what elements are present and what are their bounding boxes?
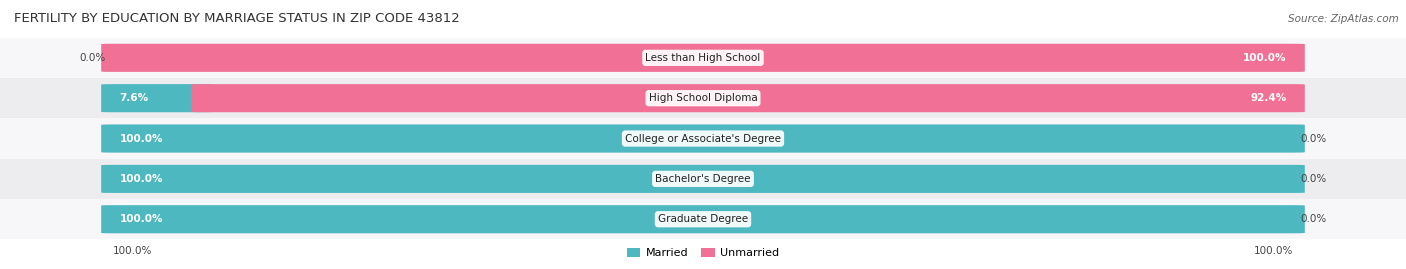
FancyBboxPatch shape — [101, 44, 1305, 72]
Text: 100.0%: 100.0% — [112, 246, 152, 256]
Text: College or Associate's Degree: College or Associate's Degree — [626, 133, 780, 144]
Text: 0.0%: 0.0% — [1301, 214, 1327, 224]
Text: 100.0%: 100.0% — [120, 214, 163, 224]
Text: Graduate Degree: Graduate Degree — [658, 214, 748, 224]
Bar — [0, 199, 1406, 239]
Text: 100.0%: 100.0% — [1243, 53, 1286, 63]
Text: Bachelor's Degree: Bachelor's Degree — [655, 174, 751, 184]
Text: 0.0%: 0.0% — [1301, 133, 1327, 144]
FancyBboxPatch shape — [101, 165, 1305, 193]
Text: Less than High School: Less than High School — [645, 53, 761, 63]
Text: High School Diploma: High School Diploma — [648, 93, 758, 103]
Legend: Married, Unmarried: Married, Unmarried — [621, 243, 785, 262]
Bar — [0, 38, 1406, 78]
Text: 7.6%: 7.6% — [120, 93, 149, 103]
FancyBboxPatch shape — [101, 205, 1305, 233]
Text: 100.0%: 100.0% — [1254, 246, 1294, 256]
FancyBboxPatch shape — [101, 165, 1305, 193]
Bar — [0, 159, 1406, 199]
Text: 0.0%: 0.0% — [79, 53, 105, 63]
FancyBboxPatch shape — [101, 205, 1305, 233]
FancyBboxPatch shape — [101, 84, 214, 112]
Bar — [0, 118, 1406, 159]
FancyBboxPatch shape — [101, 44, 1305, 72]
FancyBboxPatch shape — [101, 125, 1305, 153]
Text: 100.0%: 100.0% — [120, 174, 163, 184]
FancyBboxPatch shape — [191, 84, 1305, 112]
Text: 0.0%: 0.0% — [1301, 174, 1327, 184]
Text: Source: ZipAtlas.com: Source: ZipAtlas.com — [1288, 14, 1399, 24]
FancyBboxPatch shape — [101, 84, 1305, 112]
Text: FERTILITY BY EDUCATION BY MARRIAGE STATUS IN ZIP CODE 43812: FERTILITY BY EDUCATION BY MARRIAGE STATU… — [14, 12, 460, 25]
Bar — [0, 78, 1406, 118]
Text: 100.0%: 100.0% — [120, 133, 163, 144]
FancyBboxPatch shape — [101, 125, 1305, 153]
Text: 92.4%: 92.4% — [1250, 93, 1286, 103]
